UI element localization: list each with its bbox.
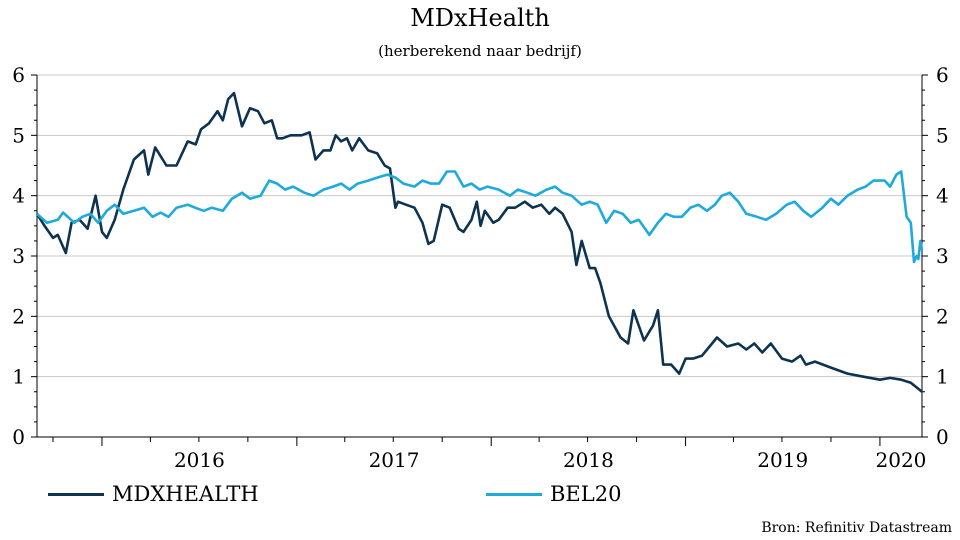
y-tick-label-right-5: 5 [936,123,949,147]
tick-labels: 0 0 1 1 2 2 3 3 4 4 5 5 6 6 2016 2017 2018 2019 2020 [12,63,948,472]
y-tick-label-left-6: 6 [12,63,25,87]
legend-label-bel20: BEL20 [550,482,622,506]
y-tick-label-right-4: 4 [936,184,949,208]
axes [31,74,928,446]
chart-subtitle: (herberekend naar bedrijf) [378,42,582,60]
series-line-mdxhealth [35,91,923,393]
source-note: Bron: Refinitiv Datastream [761,520,952,536]
legend-item-bel20: BEL20 [486,482,621,506]
y-tick-label-right-3: 3 [936,244,949,268]
legend-item-mdxhealth: MDXHEALTH [48,482,259,506]
chart-title: MDxHealth [410,4,550,32]
y-tick-label-right-1: 1 [936,365,949,389]
x-tick-label-2016: 2016 [174,448,225,472]
y-tick-label-left-3: 3 [12,244,25,268]
x-tick-label-2020: 2020 [876,448,927,472]
legend: MDXHEALTH BEL20 [0,482,960,512]
x-tick-label-2017: 2017 [369,448,420,472]
y-tick-label-left-4: 4 [12,184,25,208]
y-tick-label-right-6: 6 [936,63,949,87]
gridlines [37,74,922,378]
series-lines [35,91,924,393]
y-tick-label-left-0: 0 [12,425,25,449]
x-tick-label-2019: 2019 [757,448,808,472]
y-tick-label-left-5: 5 [12,123,25,147]
series-line-bel20 [36,170,924,264]
x-tick-label-2018: 2018 [563,448,614,472]
y-tick-label-left-2: 2 [12,304,25,328]
y-tick-label-left-1: 1 [12,365,25,389]
legend-swatch-mdxhealth [48,492,104,496]
y-tick-label-right-0: 0 [936,425,949,449]
y-tick-label-right-2: 2 [936,304,949,328]
legend-label-mdxhealth: MDXHEALTH [112,482,259,506]
legend-swatch-bel20 [486,492,542,496]
